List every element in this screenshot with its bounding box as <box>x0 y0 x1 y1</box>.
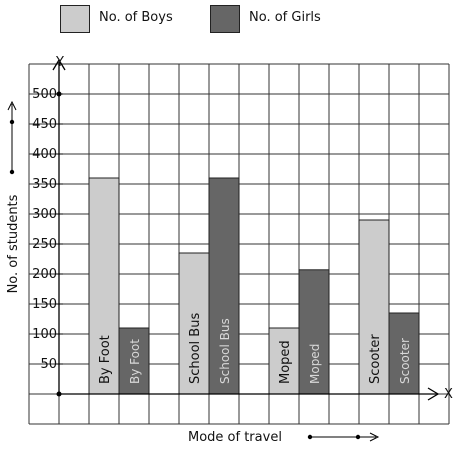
bar-label-boys-2: Moped <box>278 340 293 384</box>
y-tick-label: 450 <box>32 117 57 132</box>
y-tick-label: 300 <box>32 207 57 222</box>
bar-label-girls-3: Scooter <box>398 338 412 384</box>
y-axis-arrow <box>52 58 66 71</box>
bar-label-boys-0: By Foot <box>98 335 113 384</box>
legend-swatch-girls <box>210 5 240 33</box>
x-axis-letter: X <box>444 387 453 402</box>
y-tick-label: 250 <box>32 237 57 252</box>
bars: By Foot By Foot School Bus School Bus Moped M… <box>88 177 420 395</box>
bar-label-girls-1: School Bus <box>218 318 232 384</box>
bar-girls-2 <box>298 269 330 395</box>
bar-label-boys-3: Scooter <box>368 334 383 384</box>
y-label-arrowhead <box>7 100 17 111</box>
bar-girls-0 <box>118 327 150 395</box>
legend-swatch-boys <box>60 5 90 33</box>
legend-label-boys: No. of Boys <box>99 10 173 25</box>
bar-label-girls-2: Moped <box>308 344 322 384</box>
y-axis-label: No. of students <box>6 194 21 293</box>
y-tick-label: 100 <box>32 327 57 342</box>
origin-dot <box>56 391 62 397</box>
y-tick-label: 50 <box>40 357 57 372</box>
bar-boys-0 <box>88 177 120 395</box>
y-ticks: 50 100 150 200 250 300 350 400 450 500 <box>32 87 63 372</box>
bar-boys-2 <box>268 327 300 395</box>
x-axis-label: Mode of travel <box>188 430 282 445</box>
y-axis-letter: Y <box>55 55 64 70</box>
y-tick-label: 200 <box>32 267 57 282</box>
y-tick-label: 150 <box>32 297 57 312</box>
bar-label-boys-1: School Bus <box>188 313 203 384</box>
bar-girls-1 <box>208 177 240 395</box>
legend-label-girls: No. of Girls <box>249 10 321 25</box>
x-label-arrow-dot <box>355 434 361 440</box>
y-tick-label: 400 <box>32 147 57 162</box>
axes: XY <box>52 55 453 402</box>
y-tick-label: 350 <box>32 177 57 192</box>
bar-label-girls-0: By Foot <box>128 339 142 384</box>
y-label-arrow-dot <box>9 169 15 175</box>
y-label-arrow-dot <box>9 119 15 125</box>
x-axis-arrow <box>427 387 440 401</box>
y-tick-label: 500 <box>32 87 57 102</box>
x-label-arrowhead <box>369 432 380 442</box>
axis-labels: Mode of travel No. of students <box>6 100 380 445</box>
x-label-arrow-dot <box>307 434 313 440</box>
